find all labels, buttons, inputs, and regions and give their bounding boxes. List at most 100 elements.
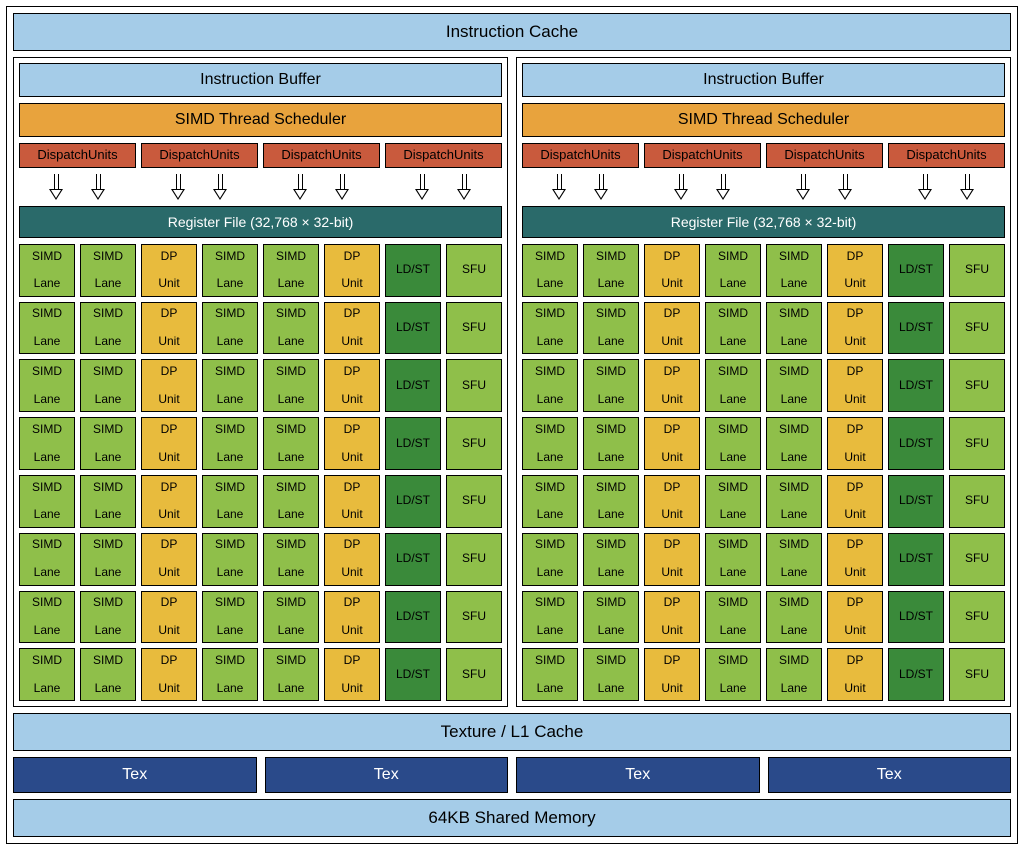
dp-unit: DPUnit [827, 591, 883, 644]
simd-lane: SIMDLane [80, 359, 136, 412]
simd-lane: SIMDLane [202, 648, 258, 701]
dp-unit: DPUnit [324, 359, 380, 412]
down-arrow-icon [596, 174, 607, 200]
simd-lane: SIMDLane [19, 359, 75, 412]
arrow-pair [888, 174, 1005, 200]
ldst-unit: LD/ST [888, 359, 944, 412]
arrow-pair [141, 174, 258, 200]
execution-row: SIMDLaneSIMDLaneDPUnitSIMDLaneSIMDLaneDP… [522, 591, 1005, 644]
simd-lane: SIMDLane [263, 359, 319, 412]
simd-lane: SIMDLane [766, 533, 822, 586]
dp-unit: DPUnit [324, 648, 380, 701]
simd-lane: SIMDLane [766, 648, 822, 701]
dp-unit: DPUnit [644, 591, 700, 644]
dp-unit: DPUnit [141, 533, 197, 586]
ldst-unit: LD/ST [888, 302, 944, 355]
ldst-unit: LD/ST [385, 417, 441, 470]
dp-unit: DPUnit [644, 475, 700, 528]
simd-lane: SIMDLane [202, 533, 258, 586]
simd-lane: SIMDLane [263, 533, 319, 586]
simd-lane: SIMDLane [522, 533, 578, 586]
sfu-unit: SFU [446, 648, 502, 701]
arrow-pair [385, 174, 502, 200]
simd-thread-scheduler: SIMD Thread Scheduler [522, 103, 1005, 137]
texture-l1-bar: Texture / L1 Cache [13, 713, 1011, 751]
arrow-pair [522, 174, 639, 200]
ldst-unit: LD/ST [385, 475, 441, 528]
ldst-unit: LD/ST [888, 475, 944, 528]
ldst-unit: LD/ST [888, 648, 944, 701]
sfu-unit: SFU [949, 359, 1005, 412]
simd-lane: SIMDLane [263, 591, 319, 644]
simd-lane: SIMDLane [263, 244, 319, 297]
dp-unit: DPUnit [644, 648, 700, 701]
execution-row: SIMDLaneSIMDLaneDPUnitSIMDLaneSIMDLaneDP… [522, 359, 1005, 412]
dispatch-units-row: DispatchUnitsDispatchUnitsDispatchUnitsD… [522, 143, 1005, 168]
simd-lane: SIMDLane [263, 302, 319, 355]
ldst-unit: LD/ST [385, 302, 441, 355]
execution-row: SIMDLaneSIMDLaneDPUnitSIMDLaneSIMDLaneDP… [19, 591, 502, 644]
gpu-sm-diagram: Instruction Cache Instruction Buffer SIMD… [6, 6, 1018, 844]
simd-lane: SIMDLane [766, 302, 822, 355]
ldst-unit: LD/ST [385, 244, 441, 297]
simd-lane: SIMDLane [80, 648, 136, 701]
execution-row: SIMDLaneSIMDLaneDPUnitSIMDLaneSIMDLaneDP… [19, 244, 502, 297]
instruction-buffer: Instruction Buffer [522, 63, 1005, 97]
dispatch-unit: DispatchUnits [385, 143, 502, 168]
down-arrow-icon [962, 174, 973, 200]
sfu-unit: SFU [446, 244, 502, 297]
sfu-unit: SFU [949, 591, 1005, 644]
dp-unit: DPUnit [827, 359, 883, 412]
ldst-unit: LD/ST [385, 359, 441, 412]
register-file: Register File (32,768 × 32-bit) [522, 206, 1005, 238]
sfu-unit: SFU [446, 533, 502, 586]
dp-unit: DPUnit [324, 591, 380, 644]
execution-row: SIMDLaneSIMDLaneDPUnitSIMDLaneSIMDLaneDP… [19, 648, 502, 701]
tex-unit: Tex [768, 757, 1012, 793]
instruction-cache-bar: Instruction Cache [13, 13, 1011, 51]
dp-unit: DPUnit [644, 417, 700, 470]
simd-lane: SIMDLane [80, 302, 136, 355]
down-arrow-icon [295, 174, 306, 200]
dp-unit: DPUnit [324, 244, 380, 297]
down-arrow-icon [676, 174, 687, 200]
execution-row: SIMDLaneSIMDLaneDPUnitSIMDLaneSIMDLaneDP… [522, 648, 1005, 701]
down-arrow-icon [51, 174, 62, 200]
ldst-unit: LD/ST [385, 533, 441, 586]
execution-row: SIMDLaneSIMDLaneDPUnitSIMDLaneSIMDLaneDP… [19, 417, 502, 470]
dp-unit: DPUnit [141, 417, 197, 470]
dp-unit: DPUnit [141, 475, 197, 528]
simd-lane: SIMDLane [202, 244, 258, 297]
simd-lane: SIMDLane [583, 648, 639, 701]
execution-row: SIMDLaneSIMDLaneDPUnitSIMDLaneSIMDLaneDP… [19, 533, 502, 586]
sfu-unit: SFU [949, 417, 1005, 470]
dp-unit: DPUnit [827, 302, 883, 355]
sfu-unit: SFU [446, 359, 502, 412]
dp-unit: DPUnit [324, 533, 380, 586]
simd-lane: SIMDLane [705, 302, 761, 355]
processing-half: Instruction Buffer SIMD Thread Scheduler D… [516, 57, 1011, 707]
dp-unit: DPUnit [644, 244, 700, 297]
simd-lane: SIMDLane [19, 591, 75, 644]
dp-unit: DPUnit [324, 417, 380, 470]
simd-lane: SIMDLane [19, 417, 75, 470]
execution-unit-grid: SIMDLaneSIMDLaneDPUnitSIMDLaneSIMDLaneDP… [522, 244, 1005, 701]
dp-unit: DPUnit [827, 533, 883, 586]
register-file: Register File (32,768 × 32-bit) [19, 206, 502, 238]
ldst-unit: LD/ST [888, 417, 944, 470]
simd-lane: SIMDLane [705, 417, 761, 470]
execution-row: SIMDLaneSIMDLaneDPUnitSIMDLaneSIMDLaneDP… [19, 475, 502, 528]
simd-lane: SIMDLane [583, 475, 639, 528]
simd-lane: SIMDLane [583, 533, 639, 586]
dp-unit: DPUnit [324, 475, 380, 528]
execution-row: SIMDLaneSIMDLaneDPUnitSIMDLaneSIMDLaneDP… [522, 475, 1005, 528]
dp-unit: DPUnit [324, 302, 380, 355]
simd-lane: SIMDLane [202, 417, 258, 470]
simd-lane: SIMDLane [705, 475, 761, 528]
instruction-buffer: Instruction Buffer [19, 63, 502, 97]
simd-lane: SIMDLane [263, 417, 319, 470]
simd-lane: SIMDLane [202, 591, 258, 644]
simd-lane: SIMDLane [19, 302, 75, 355]
simd-lane: SIMDLane [202, 302, 258, 355]
tex-units-row: TexTexTexTex [13, 757, 1011, 793]
